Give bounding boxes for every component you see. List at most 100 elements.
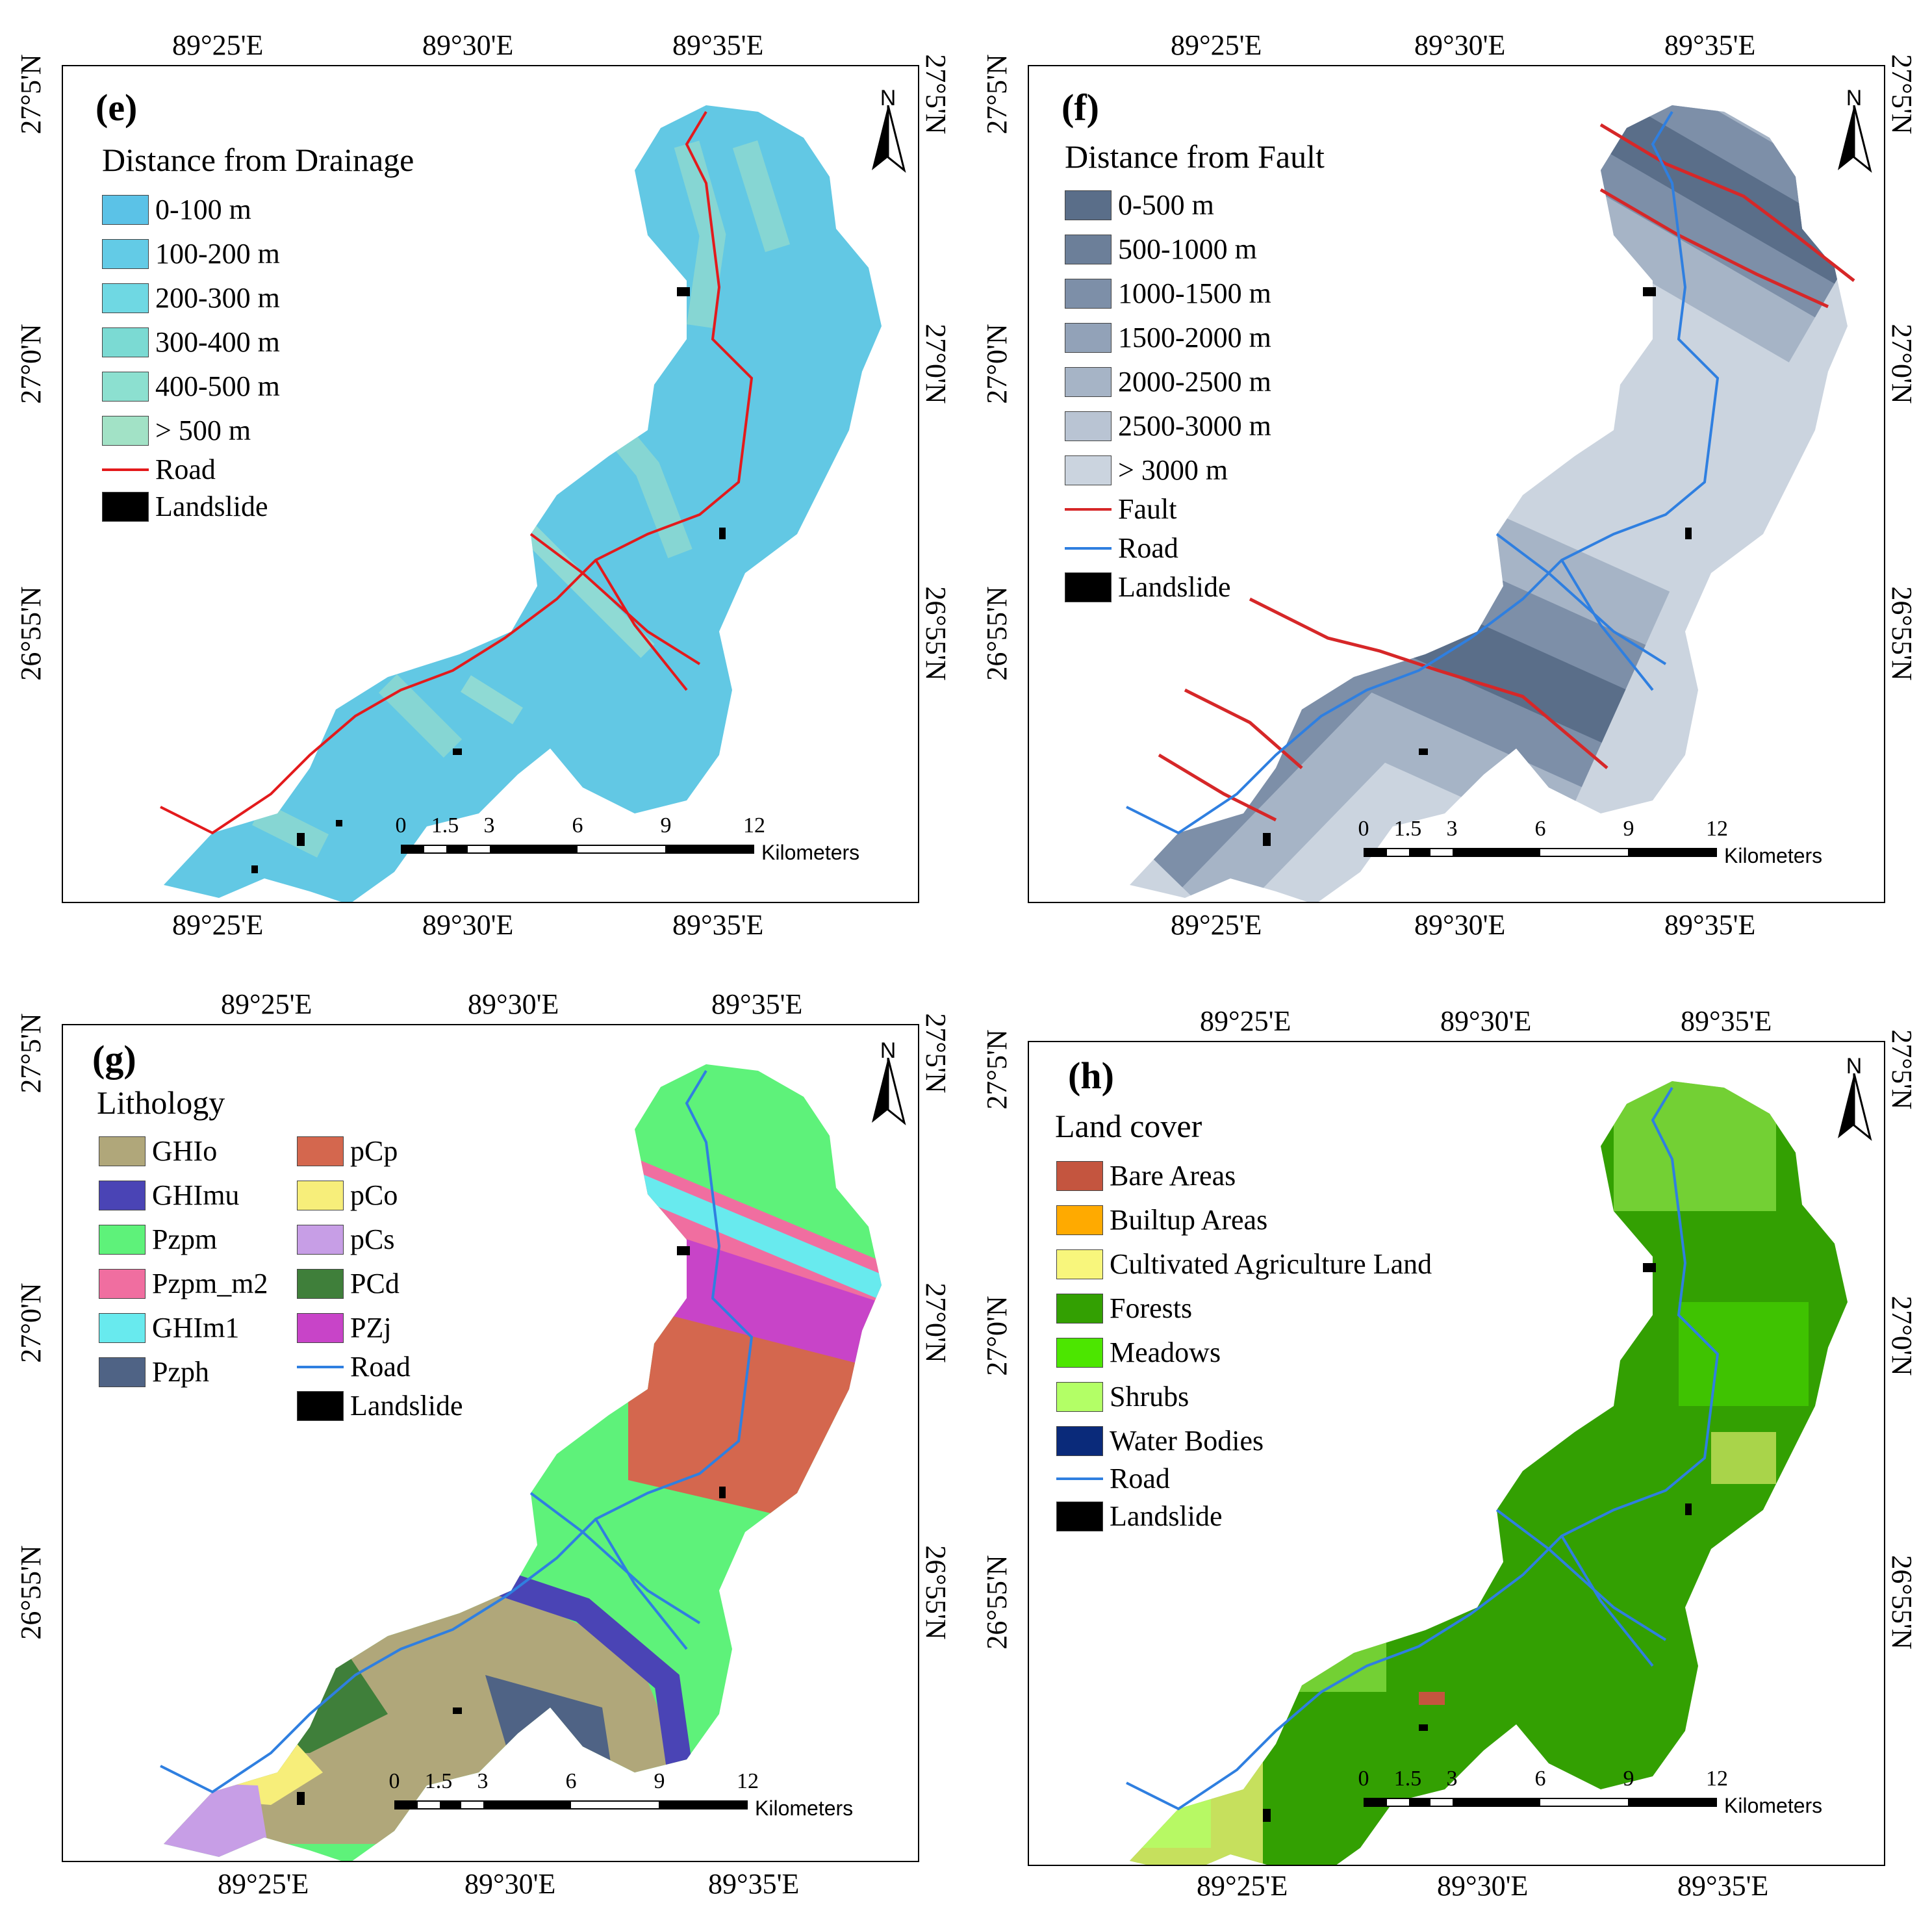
scale-tick: 3 — [483, 813, 495, 838]
lat-label-5-left: 27°5'N — [15, 1013, 47, 1093]
legend-swatch — [99, 1357, 146, 1387]
scale-tick: 6 — [565, 1769, 577, 1793]
north-arrow-icon — [1838, 105, 1872, 173]
lon-label-35-bottom: 89°35'E — [672, 909, 764, 941]
legend-swatch — [102, 415, 149, 446]
legend-label: 0-100 m — [155, 194, 251, 225]
scale-bar-graphic — [401, 845, 754, 854]
legend-label: Forests — [1110, 1292, 1193, 1324]
landslides-e — [251, 287, 726, 873]
legend-label: Fault — [1118, 493, 1177, 525]
legend-item-g-7: pCo — [297, 1179, 398, 1212]
lon-label-25-bottom: 89°25'E — [172, 909, 264, 941]
legend-swatch — [1056, 1501, 1103, 1531]
scale-tick: 0 — [395, 813, 407, 838]
north-arrow-icon — [1838, 1073, 1872, 1141]
scale-tick: 3 — [1446, 1767, 1458, 1791]
lon-label-35-top: 89°35'E — [672, 29, 764, 61]
scale-tick: 1.5 — [424, 1769, 453, 1793]
scale-unit: Kilometers — [761, 841, 860, 864]
scale-bar-e: 0 1.5 3 6 9 12 Kilometers — [396, 813, 895, 865]
lat-label-5-right: 27°5'N — [920, 54, 952, 134]
legend-item-h-road: Road — [1056, 1462, 1170, 1495]
legend-item-f-road: Road — [1065, 531, 1178, 565]
legend-label: 0-500 m — [1118, 189, 1214, 221]
legend-label: Pzpm — [152, 1223, 218, 1255]
scale-tick: 9 — [654, 1769, 665, 1793]
scale-tick: 12 — [737, 1769, 759, 1793]
scale-bar-graphic — [1364, 1798, 1717, 1807]
lat-label-55-right: 26°55'N — [1886, 586, 1918, 681]
legend-item-f-fault: Fault — [1065, 492, 1176, 526]
legend-swatch — [99, 1312, 146, 1343]
legend-label: pCp — [350, 1135, 398, 1167]
legend-swatch — [99, 1136, 146, 1166]
lat-label-55-right: 26°55'N — [920, 586, 952, 681]
legend-item-g-landslide: Landslide — [297, 1389, 463, 1422]
scale-tick: 0 — [388, 1769, 400, 1793]
lat-label-0-left: 27°0'N — [981, 1296, 1013, 1376]
scale-tick: 9 — [1623, 817, 1634, 841]
lon-label-30-bottom: 89°30'E — [464, 1868, 556, 1900]
lat-label-55-left: 26°55'N — [15, 1545, 47, 1640]
legend-label: Meadows — [1110, 1336, 1221, 1368]
legend-swatch — [1065, 455, 1112, 485]
legend-label: Water Bodies — [1110, 1425, 1264, 1457]
panel-label-f: (f) — [1061, 86, 1099, 129]
scale-tick: 6 — [1534, 1767, 1546, 1791]
legend-item-g-5: Pzph — [99, 1355, 209, 1388]
scale-tick: 0 — [1358, 817, 1369, 841]
legend-swatch — [102, 327, 149, 357]
legend-item-g-6: pCp — [297, 1134, 398, 1168]
legend-label: 200-300 m — [155, 282, 280, 314]
legend-label: Landslide — [1118, 571, 1231, 603]
lon-label-25-bottom: 89°25'E — [1197, 1870, 1288, 1902]
scale-tick: 1.5 — [1393, 1767, 1422, 1791]
legend-label: Shrubs — [1110, 1381, 1189, 1413]
panel-label-g: (g) — [92, 1038, 136, 1080]
legend-swatch — [99, 1224, 146, 1255]
legend-swatch — [1056, 1381, 1103, 1412]
legend-item-h-0: Bare Areas — [1056, 1159, 1236, 1192]
road-line-swatch — [297, 1352, 344, 1382]
legend-label: Road — [1110, 1463, 1170, 1494]
legend-item-h-5: Shrubs — [1056, 1380, 1189, 1413]
lat-label-5-right: 27°5'N — [1886, 1029, 1918, 1110]
legend-label: pCo — [350, 1179, 398, 1211]
legend-item-g-road: Road — [297, 1350, 411, 1383]
legend-title-f: Distance from Fault — [1065, 138, 1325, 175]
legend-swatch — [297, 1390, 344, 1421]
legend-item-e-road: Road — [102, 453, 216, 486]
legend-label: Road — [1118, 532, 1178, 564]
lon-label-30-top: 89°30'E — [1440, 1005, 1532, 1037]
map-canvas-h — [1126, 1081, 1848, 1865]
landslides-g — [297, 1246, 726, 1805]
legend-item-f-6: > 3000 m — [1065, 454, 1228, 487]
lon-label-35-bottom: 89°35'E — [708, 1868, 800, 1900]
road-network-g — [160, 1069, 754, 1794]
map-canvas-g — [160, 1064, 882, 1861]
legend-item-f-2: 1000-1500 m — [1065, 277, 1271, 310]
legend-label: > 3000 m — [1118, 454, 1228, 486]
legend-title-h: Land cover — [1055, 1108, 1202, 1144]
lon-label-25-bottom: 89°25'E — [1171, 909, 1262, 941]
legend-label: Landslide — [155, 491, 268, 522]
map-frame-g: (g) N Lithology GHIo GHImu Pzpm Pzpm_m2 … — [62, 1024, 919, 1862]
scale-tick: 3 — [1446, 817, 1458, 841]
scale-tick: 6 — [1534, 817, 1546, 841]
lat-label-55-left: 26°55'N — [981, 586, 1013, 681]
scale-bar-g: 0 1.5 3 6 9 12 Kilometers — [389, 1769, 888, 1821]
legend-item-e-landslide: Landslide — [102, 490, 268, 523]
north-arrow-h: N — [1831, 1054, 1877, 1145]
legend-item-e-1: 100-200 m — [102, 237, 280, 270]
panel-f: 89°25'E 89°30'E 89°35'E 27°5'N 27°0'N 26… — [966, 0, 1932, 959]
legend-swatch — [1065, 366, 1112, 397]
lon-label-25-top: 89°25'E — [1200, 1005, 1291, 1037]
north-arrow-e: N — [865, 86, 911, 177]
legend-swatch — [1056, 1160, 1103, 1191]
north-arrow-icon — [872, 1058, 906, 1125]
lon-label-35-top: 89°35'E — [1681, 1005, 1772, 1037]
north-arrow-icon — [872, 105, 906, 173]
legend-label: 1500-2000 m — [1118, 322, 1271, 353]
road-network-f — [1126, 110, 1720, 835]
